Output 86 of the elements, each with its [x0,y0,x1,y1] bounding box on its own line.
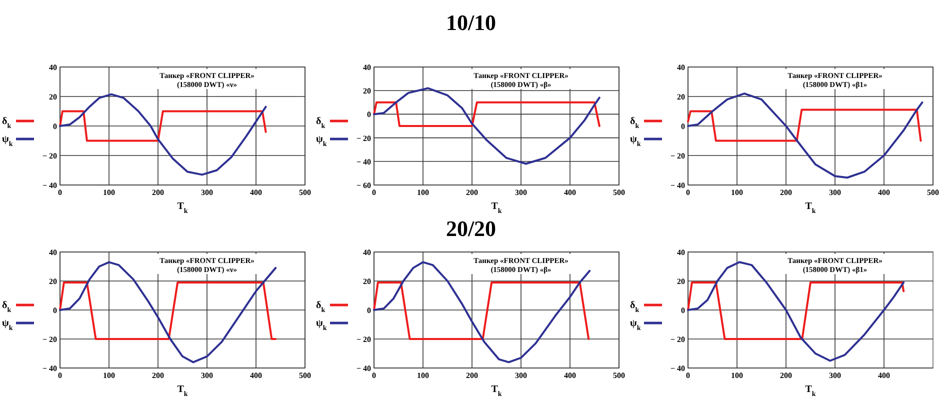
x-tick-label: 100 [103,188,115,197]
x-tick-label: 400 [250,188,262,197]
y-tick-label: − 40 [42,364,57,373]
y-tick-label: 0 [367,110,371,120]
line-series [687,92,924,179]
x-tick-label: 400 [564,188,576,197]
y-tick-label: − 40 [670,364,685,373]
legend-label: δ$_{k}$ [2,116,12,130]
y-tick-label: − 20 [670,152,685,160]
line-series [687,108,922,142]
x-axis-title: T$_{k}$ [491,201,502,215]
x-axis-title: T$_{k}$ [805,201,816,215]
y-tick-label: − 40 [42,181,57,190]
x-tick-label: 500 [927,188,939,197]
x-tick-label: 400 [878,188,890,197]
legend-label: δ$_{k}$ [316,116,326,130]
x-tick-label: 300 [515,371,527,380]
legend-label: ψ$_{k}$ [316,318,327,332]
y-tick-label: 20 [363,86,371,96]
y-tick-label: 0 [53,122,57,131]
legend-label: ψ$_{k}$ [630,134,641,148]
y-tick-label: 0 [367,306,371,315]
y-tick-label: − 20 [356,335,371,344]
legend-label: δ$_{k}$ [316,300,326,314]
chart-title: 10/10 [446,10,496,35]
y-tick-label: 40 [49,248,57,257]
x-tick-label: 200 [780,371,792,380]
legend-label: ψ$_{k}$ [2,318,13,332]
x-tick-label: 400 [564,371,576,380]
y-tick-label: 0 [53,306,57,315]
line-series [59,93,267,176]
x-axis-title: T$_{k}$ [177,201,188,215]
x-tick-label: 400 [878,371,890,380]
x-tick-label: 500 [613,188,625,197]
x-tick-label: 300 [201,188,213,197]
y-tick-label: − 40 [670,181,685,190]
y-tick-label: − 20 [42,152,57,160]
y-tick-label: − 40 [356,364,371,373]
y-tick-label: 40 [363,63,371,72]
y-tick-label: 0 [681,122,685,131]
x-tick-label: 200 [466,371,478,380]
x-tick-label: 200 [152,188,164,197]
x-axis-title: T$_{k}$ [805,384,816,398]
y-tick-label: − 20 [670,335,685,344]
x-tick-label: 500 [299,188,311,197]
y-tick-label: 40 [363,248,371,257]
y-tick-label: − 40 [356,157,371,166]
line-series [373,87,600,165]
y-tick-label: 40 [49,63,57,72]
x-tick-label: 400 [250,371,262,380]
y-tick-label: 40 [677,248,685,257]
legend-label: δ$_{k}$ [2,300,12,314]
x-tick-label: 300 [829,371,841,380]
y-tick-label: 20 [49,92,57,102]
legend-label: ψ$_{k}$ [316,134,327,148]
y-tick-label: − 60 [356,181,371,190]
y-tick-label: 20 [363,277,371,286]
x-tick-label: 200 [152,371,164,380]
y-tick-label: 0 [681,306,685,315]
x-tick-label: 100 [731,371,743,380]
chart-title: 20/20 [446,216,496,241]
legend-label: δ$_{k}$ [630,300,640,314]
legend-label: δ$_{k}$ [630,116,640,130]
x-tick-label: 100 [731,188,743,197]
x-tick-label: 200 [780,188,792,197]
x-tick-label: 300 [829,188,841,197]
y-tick-label: 20 [677,277,685,286]
y-tick-label: 20 [49,277,57,286]
x-tick-label: 500 [613,371,625,380]
x-tick-label: 300 [515,188,527,197]
x-tick-label: 200 [466,188,478,197]
x-tick-label: 100 [417,188,429,197]
x-tick-label: 100 [417,371,429,380]
y-tick-label: 20 [677,92,685,102]
legend-label: ψ$_{k}$ [2,134,13,148]
line-series [687,281,905,340]
legend-label: ψ$_{k}$ [630,318,641,332]
x-axis-title: T$_{k}$ [177,384,188,398]
line-series [59,110,267,142]
x-tick-label: 100 [103,371,115,380]
y-tick-label: − 20 [356,134,371,143]
y-tick-label: 40 [677,63,685,72]
x-tick-label: 300 [201,371,213,380]
y-tick-label: − 20 [42,335,57,344]
x-axis-title: T$_{k}$ [491,384,502,398]
x-tick-label: 500 [299,371,311,380]
